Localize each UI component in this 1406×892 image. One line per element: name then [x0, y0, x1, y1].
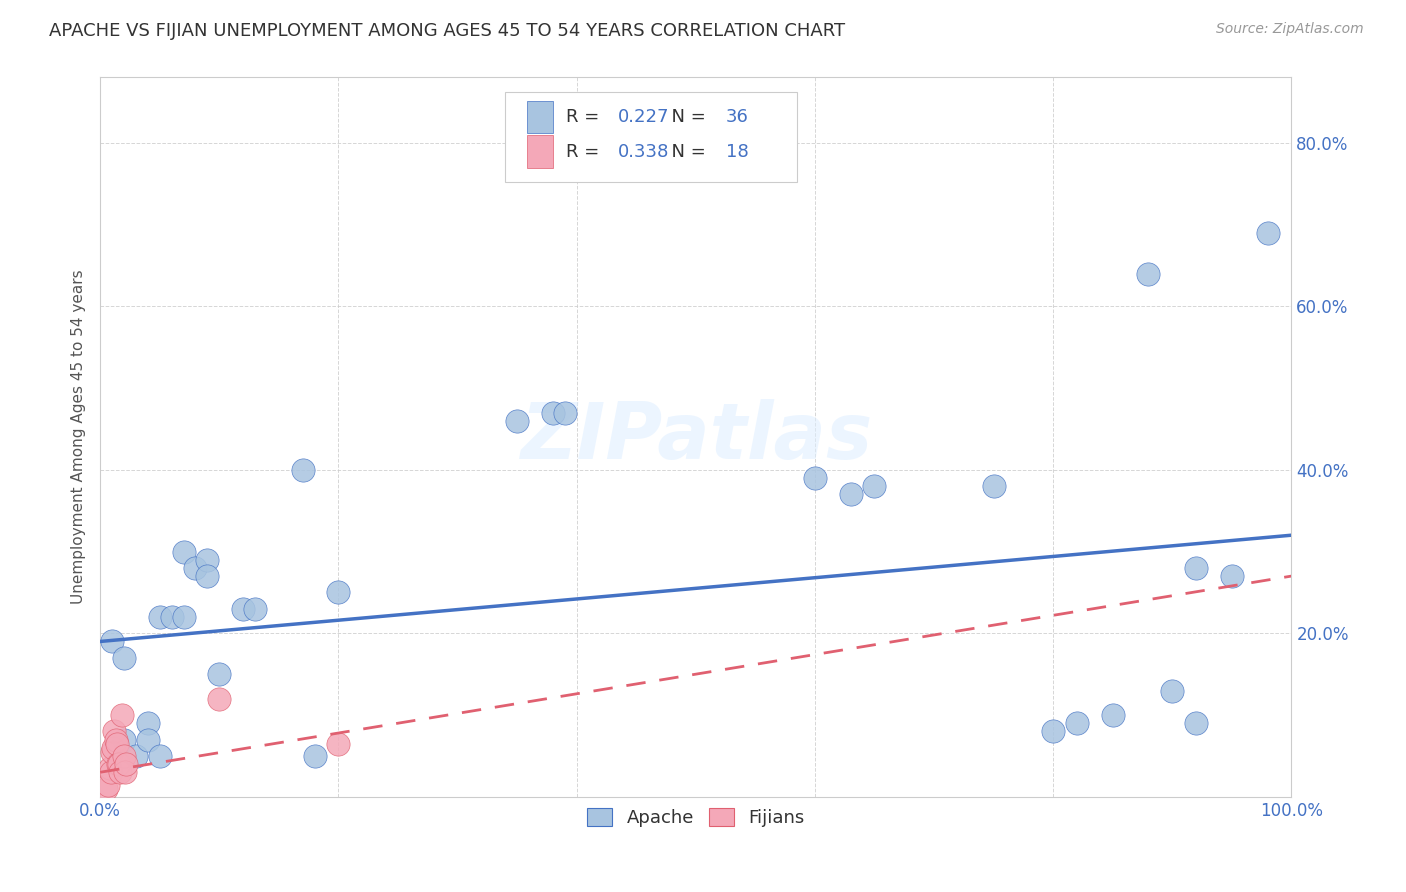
Point — [328, 585, 350, 599]
Point — [173, 544, 195, 558]
FancyBboxPatch shape — [527, 101, 553, 133]
Point — [110, 765, 132, 780]
Point — [105, 737, 128, 751]
Point — [108, 757, 131, 772]
Point — [554, 406, 576, 420]
Point — [863, 479, 886, 493]
Point — [328, 737, 350, 751]
Text: APACHE VS FIJIAN UNEMPLOYMENT AMONG AGES 45 TO 54 YEARS CORRELATION CHART: APACHE VS FIJIAN UNEMPLOYMENT AMONG AGES… — [49, 22, 845, 40]
Point — [94, 781, 117, 796]
Point — [112, 732, 135, 747]
Point — [195, 552, 218, 566]
Point — [100, 765, 122, 780]
Point — [101, 745, 124, 759]
Text: N =: N = — [659, 143, 711, 161]
Point — [110, 708, 132, 723]
Point — [208, 691, 231, 706]
Point — [115, 757, 138, 772]
Point — [1185, 561, 1208, 575]
Point — [125, 748, 148, 763]
Legend: Apache, Fijians: Apache, Fijians — [579, 801, 811, 835]
Point — [149, 748, 172, 763]
Point — [195, 569, 218, 583]
Text: 36: 36 — [725, 108, 748, 126]
Text: Source: ZipAtlas.com: Source: ZipAtlas.com — [1216, 22, 1364, 37]
Y-axis label: Unemployment Among Ages 45 to 54 years: Unemployment Among Ages 45 to 54 years — [72, 269, 86, 605]
Point — [1257, 226, 1279, 240]
Text: 18: 18 — [725, 143, 748, 161]
Point — [136, 716, 159, 731]
FancyBboxPatch shape — [527, 136, 553, 168]
Point — [97, 778, 120, 792]
Point — [243, 601, 266, 615]
Point — [101, 634, 124, 648]
Point — [1137, 267, 1160, 281]
Point — [541, 406, 564, 420]
Point — [136, 732, 159, 747]
Point — [107, 757, 129, 772]
Point — [149, 610, 172, 624]
Point — [173, 610, 195, 624]
Point — [103, 740, 125, 755]
Point — [1066, 716, 1088, 731]
Text: ZIPatlas: ZIPatlas — [520, 399, 872, 475]
Text: 0.227: 0.227 — [619, 108, 669, 126]
Point — [103, 724, 125, 739]
Point — [1042, 724, 1064, 739]
Point — [804, 471, 827, 485]
FancyBboxPatch shape — [505, 92, 797, 182]
Point — [160, 610, 183, 624]
Point — [184, 561, 207, 575]
Point — [304, 748, 326, 763]
Point — [208, 667, 231, 681]
Point — [232, 601, 254, 615]
Text: N =: N = — [659, 108, 711, 126]
Point — [839, 487, 862, 501]
Point — [1161, 683, 1184, 698]
Point — [114, 765, 136, 780]
Point — [1101, 708, 1123, 723]
Text: R =: R = — [567, 143, 605, 161]
Point — [1220, 569, 1243, 583]
Point — [112, 748, 135, 763]
Point — [291, 463, 314, 477]
Point — [1185, 716, 1208, 731]
Point — [98, 761, 121, 775]
Point — [112, 650, 135, 665]
Point — [983, 479, 1005, 493]
Text: 0.338: 0.338 — [619, 143, 669, 161]
Point — [506, 414, 529, 428]
Point — [104, 732, 127, 747]
Text: R =: R = — [567, 108, 605, 126]
